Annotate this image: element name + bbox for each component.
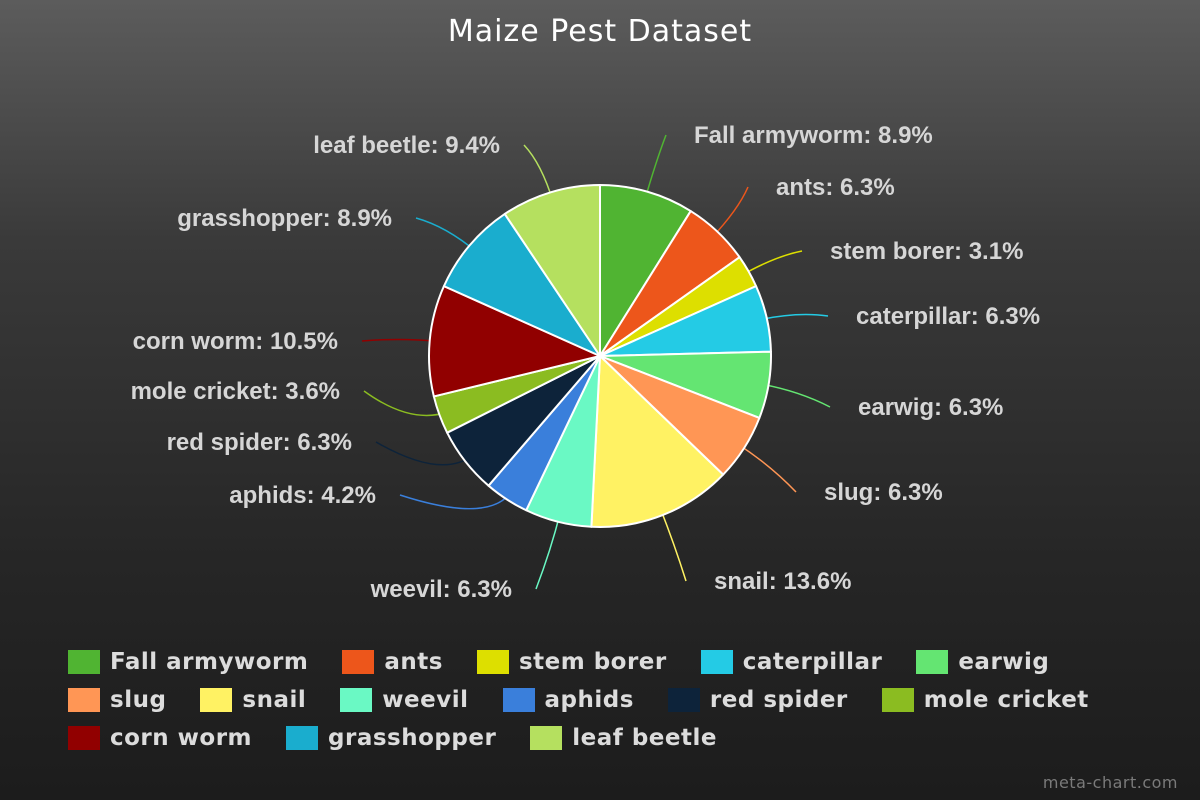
legend-item[interactable]: earwig: [916, 646, 1049, 678]
legend-label: leaf beetle: [572, 725, 717, 751]
legend-item[interactable]: corn worm: [68, 722, 252, 754]
legend-label: slug: [110, 687, 167, 713]
connector-line: [399, 490, 513, 510]
legend-swatch: [476, 650, 509, 674]
legend-label: stem borer: [518, 649, 667, 675]
legend-swatch: [502, 688, 535, 712]
legend-swatch: [342, 650, 375, 674]
legend-label: caterpillar: [742, 649, 883, 675]
pie-slice-leaf-beetle[interactable]: [503, 184, 601, 357]
data-label: ants: 6.3%: [776, 174, 895, 201]
legend-item[interactable]: aphids: [502, 684, 634, 716]
data-label: snail: 13.6%: [714, 568, 851, 595]
legend-label: ants: [384, 649, 443, 675]
legend-item[interactable]: grasshopper: [286, 722, 496, 754]
data-label: earwig: 6.3%: [858, 394, 1003, 421]
pie-slice-fall-armyworm[interactable]: [599, 184, 692, 357]
connector-line: [758, 382, 831, 408]
legend-label: aphids: [544, 687, 634, 713]
legend-swatch: [200, 688, 233, 712]
legend-item[interactable]: leaf beetle: [530, 722, 717, 754]
legend-label: snail: [242, 687, 307, 713]
pie-slice-grasshopper[interactable]: [442, 212, 601, 357]
legend-label: grasshopper: [328, 725, 497, 751]
connector-line: [658, 505, 687, 582]
data-label: caterpillar: 6.3%: [856, 303, 1040, 330]
legend-item[interactable]: weevil: [340, 684, 468, 716]
data-label: slug: 6.3%: [824, 479, 943, 506]
data-label: mole cricket: 3.6%: [131, 378, 340, 405]
legend-label: red spider: [709, 687, 848, 713]
data-label: grasshopper: 8.9%: [177, 205, 392, 232]
connector-line: [361, 338, 440, 343]
data-label: red spider: 6.3%: [167, 429, 352, 456]
legend-item[interactable]: snail: [200, 684, 306, 716]
pie-slice-corn-worm[interactable]: [428, 285, 601, 398]
legend-item[interactable]: caterpillar: [700, 646, 883, 678]
legend-item[interactable]: ants: [342, 646, 443, 678]
legend-item[interactable]: Fall armyworm: [68, 646, 308, 678]
watermark: meta-chart.com: [1042, 773, 1178, 792]
legend-swatch: [916, 650, 949, 674]
legend-label: corn worm: [110, 725, 253, 751]
connector-line: [735, 442, 797, 493]
data-label: aphids: 4.2%: [229, 482, 376, 509]
legend-swatch: [286, 726, 319, 750]
legend-swatch: [68, 688, 100, 712]
data-label: Fall armyworm: 8.9%: [694, 122, 933, 149]
legend-item[interactable]: red spider: [667, 684, 848, 716]
legend-swatch: [68, 650, 100, 674]
chart-title: Maize Pest Dataset: [447, 14, 753, 49]
legend-swatch: [340, 688, 373, 712]
data-label: weevil: 6.3%: [370, 576, 512, 603]
connector-line: [535, 511, 562, 590]
data-label: corn worm: 10.5%: [133, 328, 338, 355]
legend-swatch: [667, 688, 700, 712]
legend-item[interactable]: stem borer: [476, 646, 667, 678]
data-label: leaf beetle: 9.4%: [313, 132, 500, 159]
legend-swatch: [68, 726, 100, 750]
legend: Fall armyworm ants stem borer caterpillar ea…: [68, 646, 1168, 754]
legend-item[interactable]: slug: [68, 684, 166, 716]
legend-swatch: [700, 650, 733, 674]
legend-label: Fall armyworm: [110, 649, 309, 675]
legend-label: earwig: [958, 649, 1050, 675]
legend-label: mole cricket: [923, 687, 1089, 713]
legend-item[interactable]: mole cricket: [881, 684, 1089, 716]
legend-swatch: [530, 726, 563, 750]
pie-slice-snail[interactable]: [590, 355, 725, 528]
legend-swatch: [881, 688, 914, 712]
legend-label: weevil: [382, 687, 469, 713]
data-label: stem borer: 3.1%: [830, 238, 1023, 265]
